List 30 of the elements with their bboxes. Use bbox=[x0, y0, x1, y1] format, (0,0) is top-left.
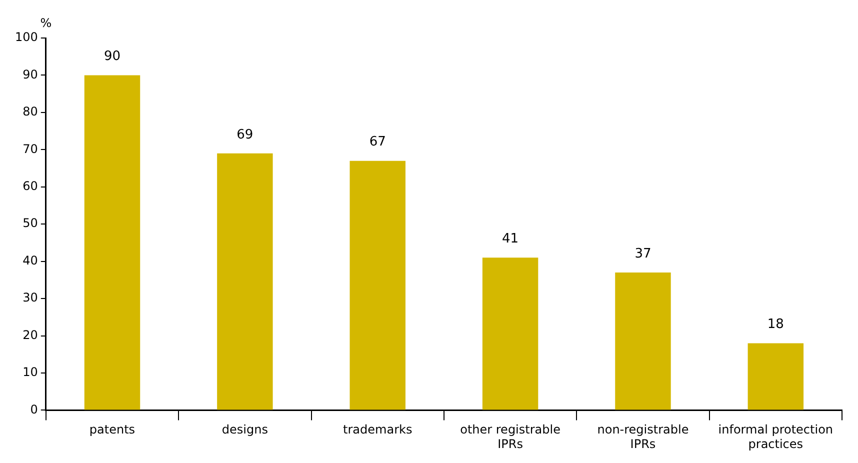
y-tick-label: 80 bbox=[22, 104, 38, 119]
y-tick-label: 10 bbox=[22, 365, 38, 380]
data-label: 37 bbox=[634, 246, 652, 262]
y-tick-label: 50 bbox=[22, 216, 38, 230]
x-tick-label: trademarks bbox=[343, 422, 412, 437]
x-tick-label: patents bbox=[89, 422, 136, 437]
x-tick-label: other registrable IPRs bbox=[460, 422, 560, 451]
y-tick-label: 90 bbox=[22, 67, 38, 82]
data-label: 69 bbox=[236, 127, 254, 142]
bar bbox=[615, 272, 671, 410]
data-label: 67 bbox=[369, 134, 386, 150]
bar bbox=[482, 258, 538, 410]
y-tick-label: 0 bbox=[30, 402, 38, 416]
y-tick-label: 60 bbox=[22, 179, 38, 194]
x-tick-label: non-registrable IPRs bbox=[597, 422, 689, 451]
x-tick-label: designs bbox=[222, 422, 268, 437]
bar bbox=[748, 343, 804, 410]
y-tick-label: 100 bbox=[15, 30, 38, 44]
data-label: 90 bbox=[104, 49, 121, 64]
y-tick-label: 70 bbox=[22, 142, 38, 156]
bar bbox=[84, 75, 140, 410]
y-axis-title: % bbox=[40, 16, 52, 30]
x-tick-label: informal protection practices bbox=[718, 422, 834, 451]
data-label: 41 bbox=[502, 231, 519, 246]
bar bbox=[350, 160, 406, 410]
y-tick-label: 20 bbox=[22, 328, 38, 342]
bar bbox=[217, 153, 273, 410]
y-tick-label: 30 bbox=[22, 290, 38, 305]
data-label: 18 bbox=[767, 317, 784, 332]
y-tick-label: 40 bbox=[22, 253, 38, 268]
